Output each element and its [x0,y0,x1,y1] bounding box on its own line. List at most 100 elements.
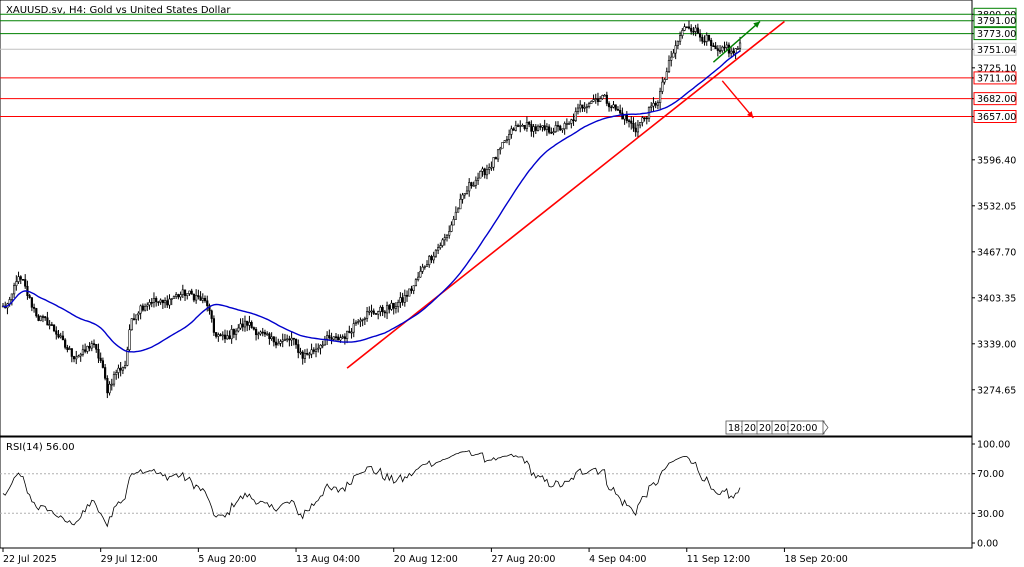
candle [259,330,262,336]
candle-body [272,336,275,343]
scroll-tab[interactable]: 18: [725,420,744,435]
candle [261,327,264,337]
candle [310,343,313,359]
candle-body [414,279,418,286]
candle-body [696,27,699,34]
candle-body [707,34,711,41]
candle [401,292,404,306]
candle-body [437,247,440,251]
candle-body [405,295,409,297]
candle [454,206,457,220]
candle-body [543,125,546,130]
candle [572,113,575,126]
candle-body [654,102,657,106]
candle-body [567,123,571,125]
candle [263,329,267,337]
scroll-tab-arrow[interactable] [822,419,829,436]
candle-body [328,335,331,339]
candle-body [483,168,486,176]
price-level-tag [973,92,1017,106]
candle-body [545,126,548,130]
candle-body [548,126,551,133]
candle [428,254,431,268]
candle [150,298,153,308]
candle-body [208,305,211,312]
candle-body [35,308,38,317]
candle [232,328,235,339]
candle-body [250,322,253,328]
arrow-shaft [721,80,754,119]
x-tick-label: 13 Aug 04:00 [296,554,360,565]
candle-body [152,298,156,303]
candle [488,163,491,175]
candle [252,326,255,331]
main-chart-area[interactable] [0,0,973,437]
candle-body [463,193,466,196]
candle-body [270,336,273,340]
candle [539,123,542,131]
candle-body [288,338,291,341]
scroll-tab[interactable]: 20 [741,420,759,435]
candle-body [210,310,213,319]
candle [621,107,624,120]
up-arrow[interactable] [712,20,761,63]
candle [505,135,509,144]
candle [348,325,351,334]
scroll-tab[interactable]: 20: [771,420,790,435]
candle [445,234,449,242]
candle-body [148,302,151,306]
candle-body [28,295,31,298]
candle-body [716,48,719,51]
candle-body [650,105,653,108]
rsi-indicator-area[interactable] [0,436,973,549]
candle-body [583,107,586,109]
candle [199,291,202,301]
scroll-tab[interactable]: 20 [756,420,774,435]
candle-body [428,256,431,266]
candle-body [594,98,597,100]
candle-body [514,125,517,131]
candle [95,344,98,353]
candle-body [601,95,604,100]
candle [301,350,304,365]
candle-body [703,40,706,43]
candle-body [121,367,124,371]
down-arrow[interactable] [721,80,754,119]
candle-body [352,323,355,333]
candle-body [370,310,373,313]
candle [496,149,500,163]
candle [530,120,533,137]
candle-body [474,179,477,186]
candle-body [128,329,131,351]
candle-body [492,157,495,168]
candle-body [286,338,289,341]
candle-body [314,348,318,352]
scroll-tab[interactable]: 20:00 [787,420,825,435]
candle [450,221,453,233]
trendline[interactable] [346,20,785,369]
candle [308,351,311,359]
candle [579,100,582,113]
rsi-y-tick-label: 100.00 [977,440,1010,451]
candle [161,299,164,309]
candle [583,102,586,112]
candle [55,326,58,340]
candle [494,156,497,160]
candle [141,303,144,312]
candle-body [161,299,164,304]
candle-body [261,331,264,334]
candle-body [687,26,691,29]
candle-body [685,26,688,29]
candle-body [146,304,149,307]
candle-body [590,101,593,104]
candle [183,289,187,302]
candle [299,347,302,355]
candle-body [510,128,513,135]
candle [556,121,560,132]
y-tick-label: 3711.00 [977,73,1016,84]
candle-body [106,377,109,394]
candle [474,176,477,189]
candle-body [110,383,113,386]
candle-body [488,167,491,170]
candle-body [705,34,708,42]
